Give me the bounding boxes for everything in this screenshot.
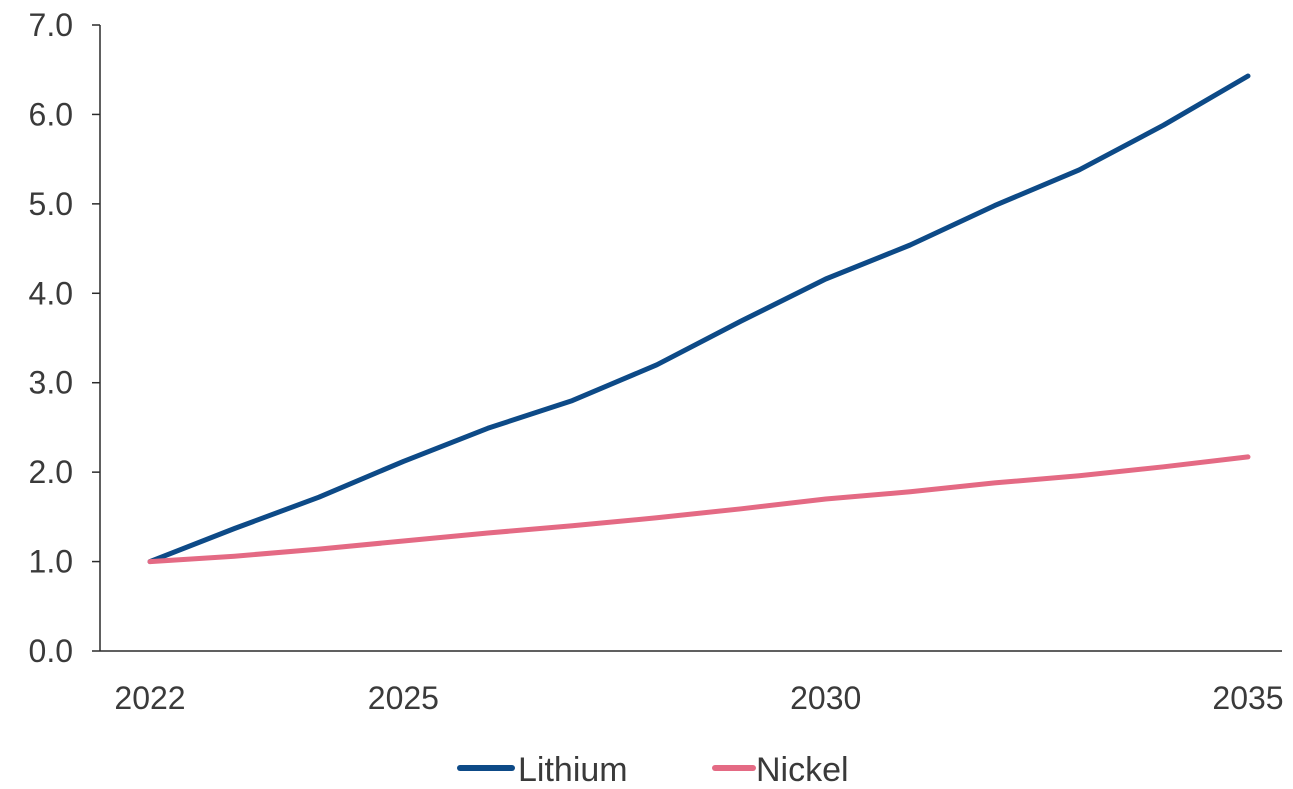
- x-axis-ticks: 2022 2025 2030 2035: [114, 680, 1283, 716]
- y-tick-label: 5.0: [29, 186, 73, 222]
- series-lines: [147, 73, 1251, 565]
- x-tick-label: 2022: [114, 680, 185, 716]
- y-tick-label: 4.0: [29, 275, 73, 311]
- y-tick-label: 0.0: [29, 633, 73, 669]
- legend-label-lithium: Lithium: [518, 751, 628, 784]
- y-tick-label: 2.0: [29, 454, 73, 490]
- y-tick-label: 3.0: [29, 365, 73, 401]
- legend: Lithium Nickel: [457, 751, 849, 789]
- legend-label-nickel: Nickel: [756, 751, 849, 784]
- y-axis-ticks: 0.0 1.0 2.0 3.0 4.0 5.0 6.0 7.0: [29, 7, 100, 669]
- x-tick-label: 2030: [790, 680, 861, 716]
- x-tick-label: 2035: [1212, 680, 1283, 716]
- y-tick-label: 7.0: [29, 7, 73, 43]
- series-line-nickel: [147, 454, 1251, 565]
- x-tick-label: 2025: [368, 680, 439, 716]
- y-tick-label: 1.0: [29, 544, 73, 580]
- series-line-lithium: [147, 73, 1251, 565]
- y-tick-label: 6.0: [29, 96, 73, 132]
